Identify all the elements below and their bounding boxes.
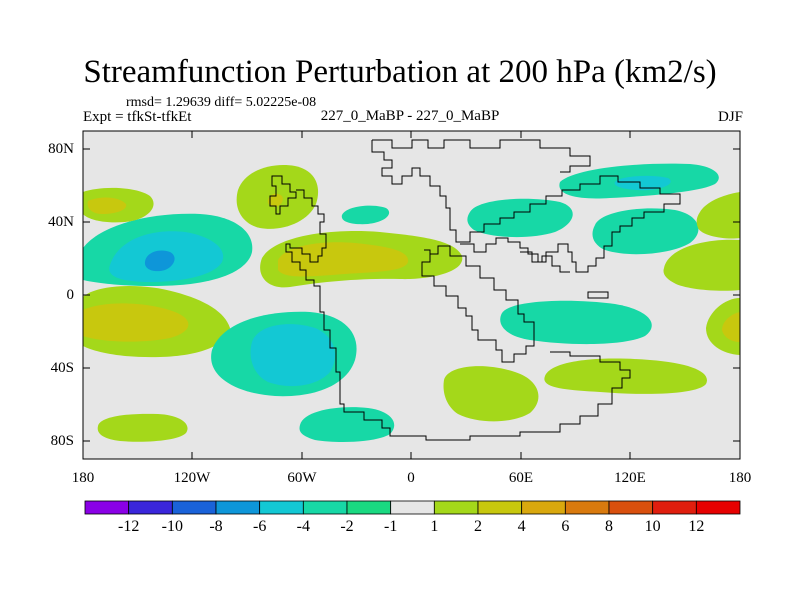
case-label: 227_0_MaBP - 227_0_MaBP <box>320 108 500 124</box>
contour-pos-wpac <box>663 239 740 291</box>
contour-neg-io <box>500 300 652 345</box>
xtick-label: 0 <box>407 470 415 486</box>
experiment-label: Expt = tfkSt-tfkEt <box>83 109 192 125</box>
xtick-label: 120W <box>173 470 211 486</box>
colorbar-swatch <box>84 500 130 515</box>
contour-neg-natl <box>341 205 390 225</box>
chart-title: Streamfunction Perturbation at 200 hPa (… <box>83 54 717 90</box>
coast-europe-north <box>372 139 591 173</box>
colorbar-label: -4 <box>297 518 310 535</box>
contour-neg-eu <box>467 198 573 238</box>
contour-neg3-nw <box>144 250 175 272</box>
contour-pos-sio <box>544 358 707 394</box>
season-label: DJF <box>717 109 743 125</box>
x-ticks <box>82 131 741 459</box>
colorbar-swatch <box>390 500 435 515</box>
colorbar-label: -1 <box>384 518 397 535</box>
colorbar-swatch <box>215 500 261 515</box>
xtick-label: 180 <box>71 470 95 486</box>
coastlines <box>269 139 681 441</box>
colorbar-swatch <box>433 500 479 515</box>
stats-label: rmsd= 1.29639 diff= 5.02225e-08 <box>126 95 317 110</box>
colorbar-swatch <box>259 500 304 515</box>
contour-neg-sep <box>299 407 395 442</box>
contour-pos-farsp <box>97 413 188 442</box>
xtick-label: 120E <box>614 470 646 486</box>
coast-island <box>587 291 609 299</box>
contour-pos2-e-eq <box>722 312 740 342</box>
colorbar-label: 6 <box>561 518 569 535</box>
colorbar-swatch <box>477 500 523 515</box>
colorbar-label: 2 <box>474 518 482 535</box>
contour-neg-ea <box>592 208 699 255</box>
colorbar-label: -10 <box>162 518 183 535</box>
colorbar-label: -6 <box>253 518 266 535</box>
contour-pos2-am <box>278 242 409 277</box>
ytick-label: 80N <box>48 141 74 157</box>
colorbar-label: 10 <box>645 518 661 535</box>
coast-americas <box>285 189 406 437</box>
contour-pos2-w-eq <box>83 303 189 342</box>
xtick-label: 60E <box>508 470 534 486</box>
ytick-label: 40N <box>48 214 74 230</box>
colorbar-swatch <box>128 500 173 515</box>
xtick-label: 180 <box>728 470 752 486</box>
colorbar-swatch <box>652 500 697 515</box>
ytick-label: 0 <box>66 287 75 303</box>
colorbar-label: 1 <box>430 518 438 535</box>
colorbar-swatch <box>564 500 610 515</box>
colorbar-swatch <box>171 500 217 515</box>
ytick-label: 80S <box>50 433 74 449</box>
contour-fields <box>83 139 740 442</box>
contour-neg2-sib <box>614 175 671 191</box>
coast-north-america <box>269 175 297 215</box>
colorbar-swatch <box>695 500 741 515</box>
colorbar: -12 -10 -8 -6 -4 -2 -1 1 2 4 6 8 10 12 <box>84 500 741 535</box>
colorbar-label: 4 <box>518 518 526 535</box>
contour-pos-nep <box>696 192 740 239</box>
colorbar-label: -2 <box>340 518 353 535</box>
xtick-label: 60W <box>287 470 317 486</box>
contour-neg2-sp <box>250 324 335 387</box>
colorbar-swatch <box>346 500 392 515</box>
y-ticks <box>83 148 740 442</box>
ytick-label: 40S <box>50 360 74 376</box>
colorbar-label: -8 <box>209 518 222 535</box>
colorbar-label: -12 <box>118 518 139 535</box>
colorbar-label: 8 <box>605 518 613 535</box>
contour-pos-satl <box>443 366 539 422</box>
coast-europe-asia <box>371 140 681 273</box>
colorbar-swatch <box>302 500 348 515</box>
contour-pos2-na <box>267 193 283 207</box>
contour-pos2-far-nw <box>87 197 127 214</box>
colorbar-swatch <box>608 500 654 515</box>
coast-se-asia <box>520 251 570 273</box>
coast-africa <box>421 245 535 363</box>
colorbar-label: 12 <box>688 518 704 535</box>
coast-antarctica <box>406 351 631 441</box>
colorbar-swatch <box>521 500 566 515</box>
